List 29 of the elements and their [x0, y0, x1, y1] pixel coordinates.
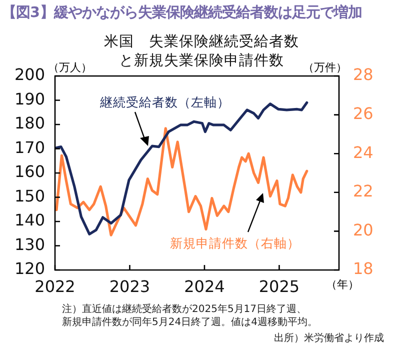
- y2-tick-label: 18: [353, 259, 374, 278]
- y-tick-label: 170: [14, 138, 45, 157]
- y2-tick-label: 20: [353, 220, 374, 240]
- chart-subtitle: 米国 失業保険継続受給者数と新規失業保険申請件数: [104, 34, 300, 69]
- text: 新規申請件数が同年5月24日終了週。値は4週移動平均。: [62, 317, 318, 328]
- y-tick-label: 140: [14, 210, 45, 230]
- y-tick-label: 180: [14, 114, 45, 133]
- y2-tick-label: 22: [353, 182, 374, 201]
- series-label: 継続受給者数（左軸）: [99, 94, 230, 110]
- y-axis-title: （万人）: [48, 60, 92, 75]
- y-tick-label: 130: [14, 234, 45, 254]
- y2-tick-label: 26: [353, 104, 374, 123]
- y-tick-label: 190: [14, 89, 45, 108]
- text: 新規申請件数（右軸）: [170, 235, 300, 250]
- y-tick-label: 200: [14, 65, 45, 84]
- y-tick-label: 120: [14, 259, 45, 278]
- y-tick-label: 160: [14, 162, 45, 182]
- x-tick-label: 2023: [109, 276, 150, 296]
- text: 注）直近値は継続受給者数が2025年5月17日終了週、: [62, 304, 307, 315]
- y2-tick-label: 28: [353, 65, 374, 84]
- x-tick-label: 2022: [34, 276, 76, 296]
- y2-axis-title: （万件）: [303, 60, 347, 75]
- x-axis-title: （年）: [326, 277, 359, 292]
- y2-tick-label: 24: [353, 142, 374, 162]
- text: 出所）米労働省より作成: [274, 332, 384, 345]
- x-tick-label: 2024: [184, 276, 225, 296]
- chart-title: 【図3】緩やかながら失業保険継続受給者数は足元で増加: [2, 3, 362, 22]
- y-tick-label: 150: [14, 186, 45, 206]
- x-tick-label: 2025: [258, 276, 300, 296]
